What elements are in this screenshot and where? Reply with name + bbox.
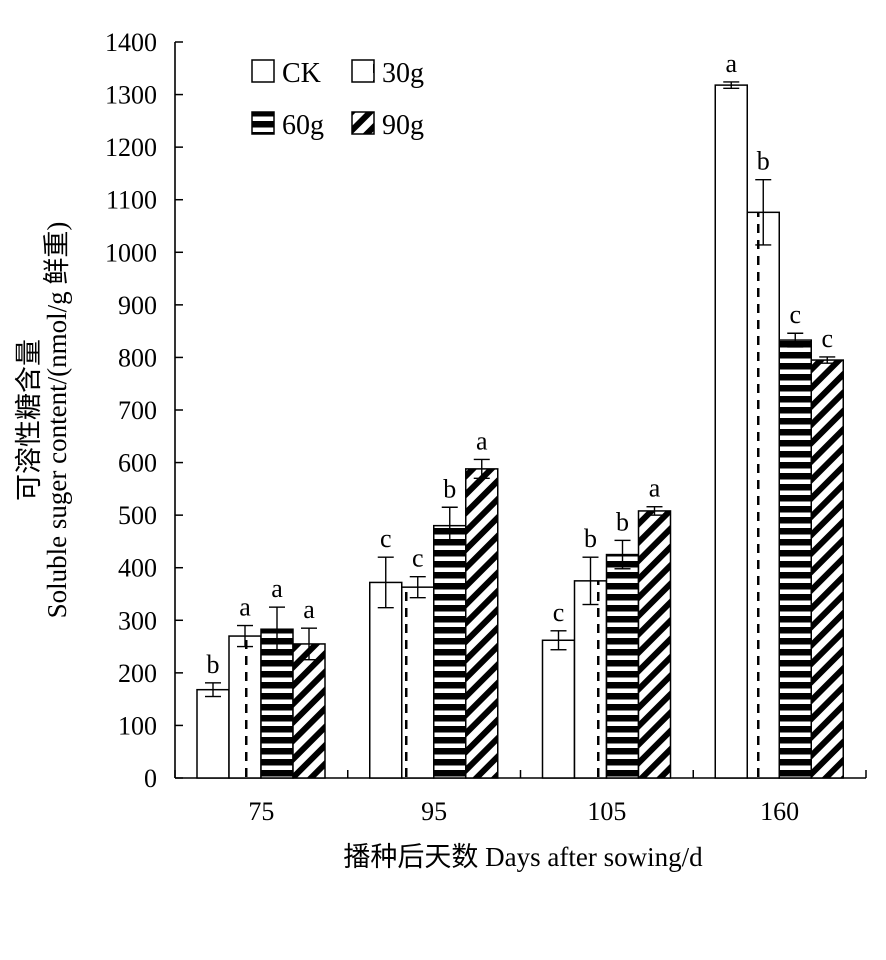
y-tick-label: 700 [118, 396, 157, 425]
bar-60g-105 [605, 553, 640, 779]
error-bar [614, 539, 631, 570]
x-tick-label: 105 [587, 797, 626, 826]
significance-letter: a [725, 49, 737, 78]
significance-letter: c [380, 524, 392, 553]
legend-swatch [351, 59, 375, 83]
error-bar [550, 630, 567, 651]
bar-30g-105 [573, 580, 608, 779]
y-tick-label: 1400 [105, 28, 157, 57]
y-tick-label: 100 [118, 711, 157, 740]
y-tick-label: 0 [144, 764, 157, 793]
significance-letter: c [789, 300, 801, 329]
bar-CK-75 [196, 688, 230, 779]
y-tick-label: 600 [118, 449, 157, 478]
bar-30g-160 [746, 211, 780, 779]
bar-CK-105 [541, 639, 576, 779]
y-tick-label: 300 [118, 606, 157, 635]
bar-90g-75 [292, 643, 326, 779]
significance-letter: c [412, 544, 424, 573]
error-bar [755, 179, 772, 246]
error-bar [377, 556, 394, 609]
bar-90g-160 [810, 359, 844, 779]
error-bar [301, 627, 317, 661]
error-bar [441, 506, 458, 545]
legend-label: 60g [282, 110, 324, 141]
y-tick-label: 1100 [106, 186, 157, 215]
error-bar [723, 81, 740, 89]
legend: CK 30g 60g 90g [251, 58, 424, 141]
legend-label: 30g [382, 58, 424, 89]
error-bar [237, 624, 253, 648]
legend-swatch [351, 111, 375, 135]
bar-90g-105 [637, 510, 672, 779]
y-axis-title-cn: 可溶性糖含量 [14, 339, 44, 501]
legend-swatch [251, 59, 275, 83]
error-bar [646, 506, 663, 516]
bar-30g-95 [401, 586, 435, 779]
significance-letter: a [271, 574, 283, 603]
bar-CK-160 [714, 84, 748, 779]
bar-90g-95 [465, 468, 499, 779]
significance-letter: c [553, 598, 565, 627]
error-bar [473, 458, 490, 480]
bar-60g-75 [260, 628, 294, 779]
significance-letter: a [649, 474, 661, 503]
legend-item-30g: 30g [351, 58, 424, 89]
y-tick-label: 200 [118, 659, 157, 688]
y-axis-label: 可溶性糖含量 Soluble suger content/(nmol/g 鲜重) [14, 222, 72, 619]
error-bar [409, 575, 426, 599]
y-tick-label: 1200 [105, 133, 157, 162]
significance-letter: c [821, 324, 833, 353]
legend-label: CK [282, 58, 321, 89]
legend-swatch [251, 111, 275, 135]
x-tick-label: 75 [248, 797, 274, 826]
x-tick-label: 160 [760, 797, 799, 826]
significance-letter: b [616, 507, 629, 536]
bar-60g-95 [433, 524, 467, 779]
significance-letter: b [584, 524, 597, 553]
y-tick-label: 400 [118, 554, 157, 583]
y-tick-label: 900 [118, 291, 157, 320]
x-tick-label: 95 [421, 797, 447, 826]
error-bar [819, 356, 836, 364]
y-axis-title-en: Soluble suger content/(nmol/g 鲜重) [42, 222, 72, 619]
y-tick-label: 800 [118, 343, 157, 372]
significance-letter: a [476, 426, 488, 455]
axes: 0 100 200 300 400 500 600 700 800 900 1000 1100 1200… [105, 28, 867, 826]
y-tick-label: 1300 [105, 81, 157, 110]
error-bar [582, 556, 599, 606]
significance-letter: a [303, 595, 315, 624]
y-tick-label: 1000 [105, 238, 157, 267]
legend-item-90g: 90g [351, 110, 424, 141]
error-bar [787, 332, 804, 348]
legend-label: 90g [382, 110, 424, 141]
error-bar [205, 682, 221, 698]
legend-item-CK: CK [251, 58, 321, 89]
x-axis-title: 播种后天数 Days after sowing/d [343, 842, 703, 872]
significance-letter: b [207, 650, 220, 679]
bar-60g-160 [778, 339, 812, 779]
significance-letter: a [239, 593, 251, 622]
legend-item-60g: 60g [251, 110, 324, 141]
y-tick-label: 500 [118, 501, 157, 530]
bar-30g-75 [228, 635, 262, 779]
significance-letter: b [757, 147, 770, 176]
significance-letter: b [443, 474, 456, 503]
bar-CK-95 [369, 581, 403, 779]
error-bar [269, 606, 285, 653]
